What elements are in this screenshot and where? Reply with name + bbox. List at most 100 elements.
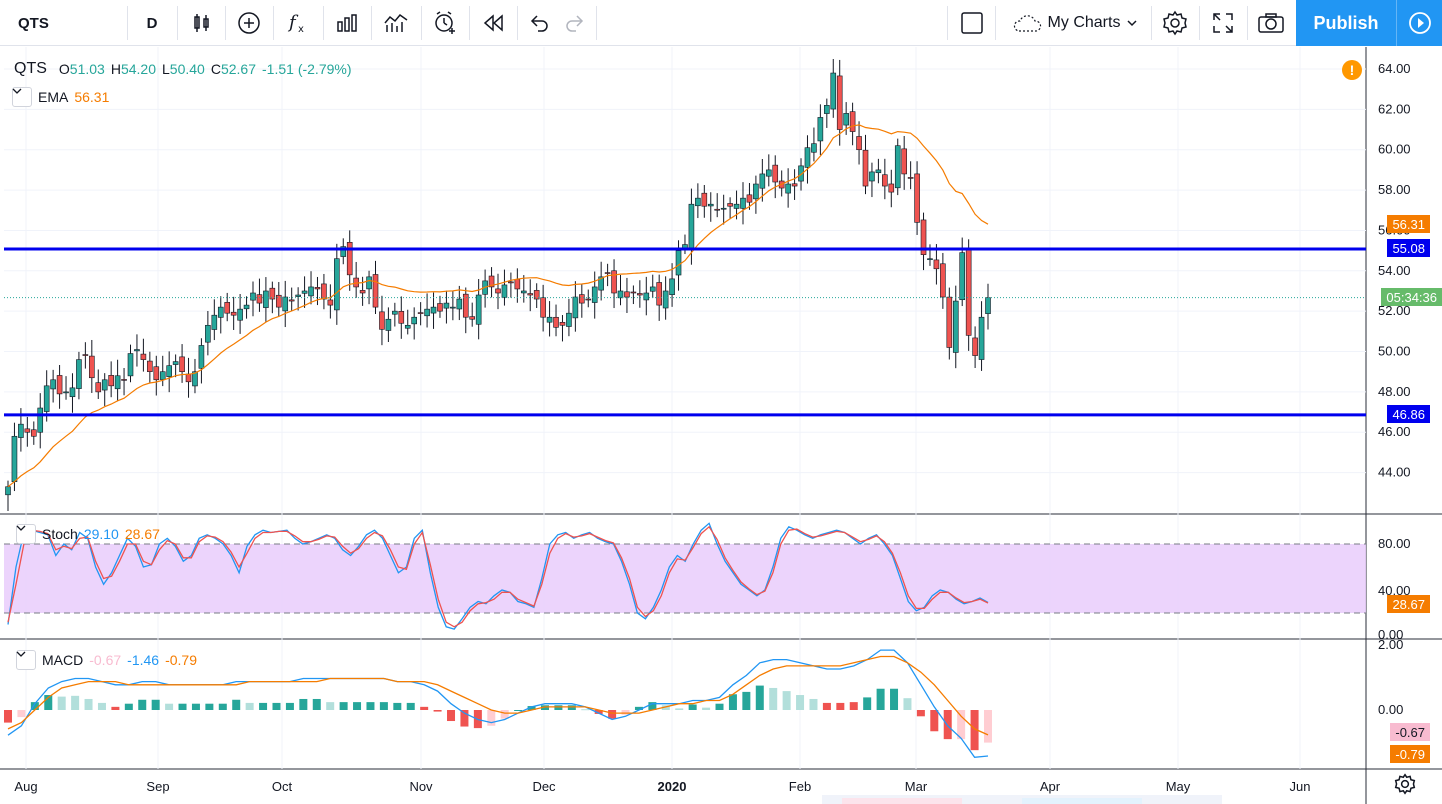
candle (540, 297, 546, 318)
legend-low-label: L (162, 61, 170, 77)
redo-button[interactable] (556, 0, 594, 46)
candle (985, 297, 991, 314)
macd-histogram-bar (299, 698, 308, 710)
alert-button[interactable] (422, 0, 468, 46)
gear-icon (1394, 773, 1416, 795)
candle (108, 375, 114, 387)
candle (798, 165, 804, 182)
candle (965, 247, 972, 336)
stoch-collapse-button[interactable] (16, 524, 36, 544)
toolbar-divider (1199, 6, 1200, 40)
time-axis-label: Dec (532, 779, 556, 794)
toolbar-divider (177, 6, 178, 40)
warning-icon[interactable]: ! (1342, 60, 1362, 80)
price-axis-label: 46.00 (1378, 424, 1411, 439)
chart-canvas[interactable]: Aug Sep Oct Nov Dec 2020 Feb Mar Apr May Jun 64.00 6… (0, 47, 1442, 804)
toolbar-divider (1247, 6, 1248, 40)
templates-button[interactable] (324, 0, 370, 46)
fullscreen-button[interactable] (1200, 0, 1246, 46)
candle (475, 294, 482, 325)
macd-signal-line (7, 655, 989, 736)
candle (263, 290, 269, 308)
candle (76, 359, 82, 389)
undo-button[interactable] (520, 0, 558, 46)
macd-legend[interactable]: MACD -0.67 -1.46 -0.79 (16, 650, 197, 670)
gear-icon (1163, 10, 1187, 36)
candle (675, 250, 682, 276)
candle (546, 316, 553, 323)
resistance-price-tag-text: 55.08 (1392, 240, 1425, 256)
candle (940, 263, 946, 298)
macd-line-value: -1.46 (127, 652, 160, 668)
macd-hist-tag: -0.67 (1390, 723, 1430, 741)
snapshot-button[interactable] (1248, 0, 1294, 46)
publish-label: Publish (1313, 12, 1379, 33)
chart-area[interactable]: Aug Sep Oct Nov Dec 2020 Feb Mar Apr May Jun 64.00 6… (0, 47, 1442, 804)
macd-collapse-button[interactable] (16, 650, 36, 670)
candle (269, 287, 276, 300)
macd-histogram-bar (71, 695, 80, 710)
legend-close-label: C (210, 61, 221, 77)
alert-clock-icon (435, 11, 455, 34)
interval-button[interactable]: D (128, 0, 176, 46)
ema-legend[interactable]: EMA 56.31 (12, 87, 109, 107)
macd-histogram-bar (433, 710, 442, 712)
candle (398, 310, 405, 324)
toolbar-divider (947, 6, 948, 40)
macd-histogram-bar (514, 710, 523, 711)
symbol-search-button[interactable]: QTS (6, 0, 126, 46)
price-axis-label: 50.00 (1378, 344, 1411, 359)
toolbar-divider (596, 6, 597, 40)
templates-icon (337, 14, 357, 32)
support-price-tag-text: 46.86 (1392, 406, 1425, 422)
replay-button[interactable] (470, 0, 516, 46)
macd-histogram-bar (339, 702, 348, 710)
macd-histogram-bar (796, 695, 805, 710)
candle (746, 194, 753, 203)
add-compare-button[interactable] (226, 0, 272, 46)
candle (379, 311, 385, 330)
macd-signal-value: -0.79 (165, 652, 197, 668)
layout-button[interactable] (950, 0, 994, 46)
bar-style-button[interactable] (180, 0, 224, 46)
candle (179, 356, 185, 373)
macd-histogram-bar (232, 699, 241, 710)
macd-histogram-bar (567, 705, 576, 710)
candle (559, 321, 566, 326)
macd-signal-tag-text: -0.79 (1395, 746, 1425, 762)
settings-button[interactable] (1152, 0, 1198, 46)
ema-collapse-button[interactable] (12, 87, 32, 107)
bar-chart-button[interactable] (372, 0, 420, 46)
macd-histogram-bar (809, 698, 818, 710)
macd-histogram-bar (903, 698, 912, 710)
candle (759, 173, 766, 189)
bar-chart-icon (384, 13, 408, 32)
candle (30, 429, 37, 437)
macd-histogram-bar (393, 702, 402, 710)
candle (275, 294, 282, 308)
candle (533, 290, 540, 300)
stoch-name: Stoch (42, 526, 78, 542)
macd-histogram-bar (836, 702, 845, 710)
candle (101, 379, 108, 391)
price-axis-label: 58.00 (1378, 182, 1411, 197)
my-charts-button[interactable]: My Charts (1000, 0, 1150, 46)
publish-button[interactable]: Publish (1296, 0, 1396, 46)
play-button[interactable] (1396, 0, 1442, 46)
candle (147, 360, 153, 372)
stoch-axis-label: 80.00 (1378, 536, 1411, 551)
macd-histogram-bar (151, 699, 160, 710)
macd-histogram-bar (715, 703, 724, 710)
candle (617, 290, 624, 299)
legend-open-label: O (58, 61, 70, 77)
candle (933, 259, 940, 270)
macd-histogram-bar (379, 702, 388, 710)
stoch-legend[interactable]: Stoch 29.10 28.67 (16, 524, 160, 544)
candle (695, 197, 701, 207)
candle (733, 203, 740, 209)
macd-histogram-bar (44, 695, 53, 710)
candle (791, 183, 798, 187)
candle (585, 298, 592, 301)
